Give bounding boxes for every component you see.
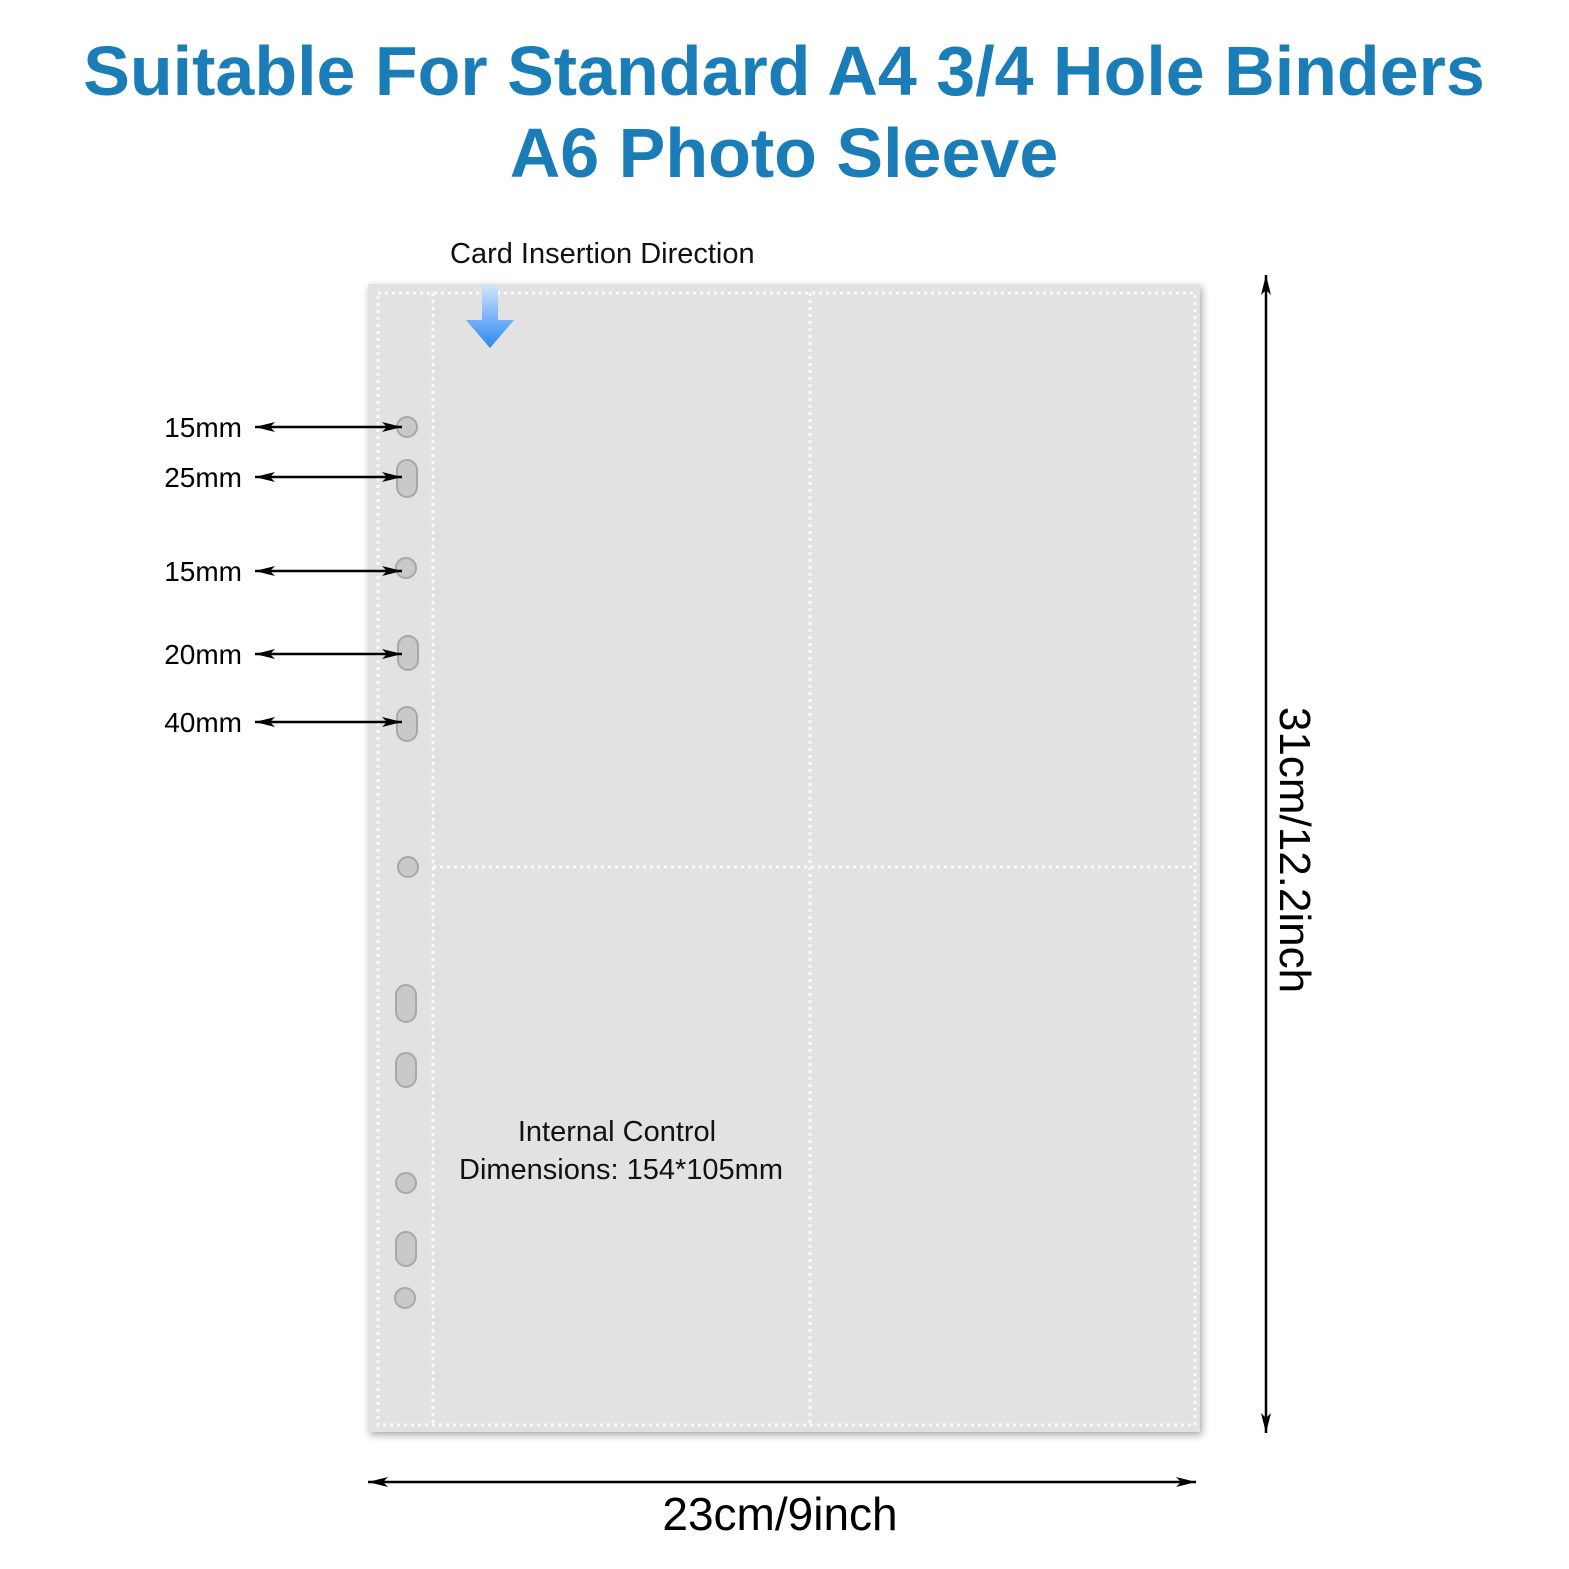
internal-control: Dimensions: 154*105mm xyxy=(459,1154,783,1186)
spacing-label: 40mm xyxy=(164,707,242,738)
spacing-label: 15mm xyxy=(164,556,242,587)
spacing-label: 20mm xyxy=(164,639,242,670)
hole-spacings: 15mm 25mm 15mm 20mm 40mm xyxy=(164,412,402,738)
spacing-label: 25mm xyxy=(164,462,242,493)
internal-control: Internal Control xyxy=(518,1116,716,1148)
insertion-label: Card Insertion Direction xyxy=(450,238,755,270)
sleeve xyxy=(368,284,1200,1432)
height-label: 31cm/12.2inch xyxy=(1270,707,1319,993)
title: A6 Photo Sleeve xyxy=(510,114,1059,192)
title: Suitable For Standard A4 3/4 Hole Binder… xyxy=(83,32,1485,110)
spacing-label: 15mm xyxy=(164,412,242,443)
width-label: 23cm/9inch xyxy=(662,1488,897,1540)
